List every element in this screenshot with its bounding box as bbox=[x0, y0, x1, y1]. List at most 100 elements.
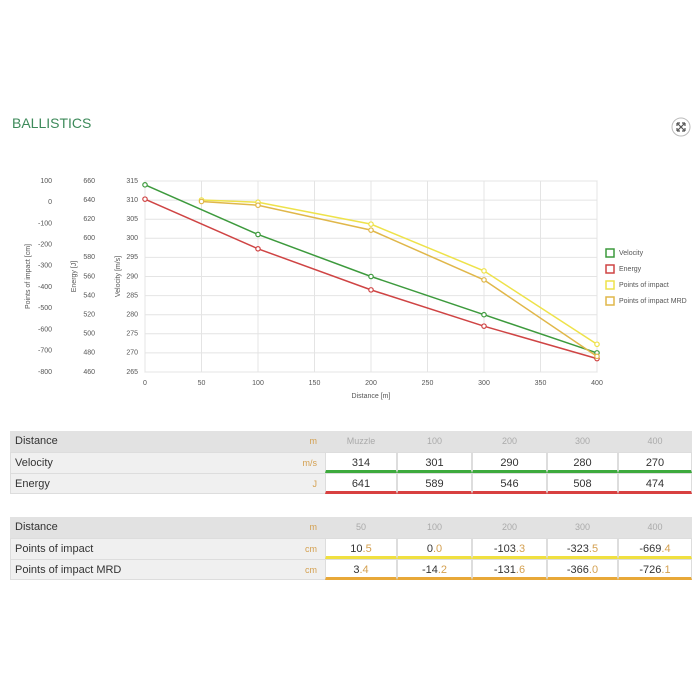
header-row bbox=[10, 431, 692, 452]
value-cell: -131.6 bbox=[472, 559, 547, 580]
y-tick-label: 280 bbox=[126, 312, 138, 319]
value-cell: 641 bbox=[325, 473, 397, 494]
y2-tick-label: 480 bbox=[83, 350, 95, 357]
row-unit: cm bbox=[280, 538, 325, 559]
y-tick-label: 270 bbox=[126, 350, 138, 357]
row-label: Velocity bbox=[10, 452, 280, 473]
header-cell: 200 bbox=[501, 522, 518, 532]
point bbox=[198, 198, 205, 205]
value-cell: -726.1 bbox=[618, 559, 692, 580]
value-cell: 301 bbox=[397, 452, 472, 473]
value-cell: -669.4 bbox=[618, 538, 692, 559]
legend-swatch bbox=[605, 280, 615, 290]
header-cell: 300 bbox=[574, 436, 591, 446]
row-unit: J bbox=[280, 473, 325, 494]
y3-axis-title: Points of impact [cm] bbox=[25, 244, 32, 309]
x-tick-label: 400 bbox=[591, 380, 603, 387]
header-cell: 100 bbox=[426, 522, 443, 532]
header-cell: Distance bbox=[15, 435, 58, 447]
header-cell: 200 bbox=[501, 436, 518, 446]
header-cell: 50 bbox=[355, 522, 366, 532]
value-cell: 3.4 bbox=[325, 559, 397, 580]
x-tick-label: 200 bbox=[365, 380, 377, 387]
header-row bbox=[10, 517, 692, 538]
header-cell: m bbox=[309, 522, 318, 532]
value-cell: 270 bbox=[618, 452, 692, 473]
y2-tick-label: 520 bbox=[83, 312, 95, 319]
point bbox=[142, 196, 148, 202]
y3-tick-label: -300 bbox=[38, 263, 52, 270]
point bbox=[368, 273, 374, 280]
header-cell: 400 bbox=[647, 436, 663, 446]
legend-label: Energy bbox=[619, 266, 642, 273]
header-cell: 400 bbox=[647, 522, 663, 532]
y-tick-label: 310 bbox=[126, 197, 138, 204]
y-tick-label: 300 bbox=[126, 235, 138, 242]
value-cell: 546 bbox=[472, 473, 547, 494]
y2-tick-label: 580 bbox=[83, 254, 95, 261]
x-tick-label: 350 bbox=[535, 380, 547, 387]
y2-tick-label: 500 bbox=[83, 331, 95, 338]
value-cell: -103.3 bbox=[472, 538, 547, 559]
header-cell: m bbox=[309, 436, 318, 446]
title: BALLISTICS bbox=[12, 115, 92, 131]
value-cell: 589 bbox=[397, 473, 472, 494]
y3-tick-label: 100 bbox=[40, 178, 52, 185]
y3-tick-label: -800 bbox=[38, 369, 52, 376]
y2-tick-label: 640 bbox=[83, 197, 95, 204]
y-tick-label: 275 bbox=[126, 331, 138, 338]
x-tick-label: 100 bbox=[252, 380, 264, 387]
y-tick-label: 265 bbox=[126, 369, 138, 376]
value-cell: -366.0 bbox=[547, 559, 618, 580]
value-cell: -14.2 bbox=[397, 559, 472, 580]
row-label: Points of impact MRD bbox=[10, 559, 280, 580]
y-axis-title: Velocity [m/s] bbox=[115, 256, 122, 297]
point bbox=[594, 341, 600, 348]
y2-tick-label: 660 bbox=[83, 178, 95, 185]
value-cell: 280 bbox=[547, 452, 618, 473]
x-tick-label: 300 bbox=[478, 380, 490, 387]
point bbox=[255, 246, 261, 252]
value-cell: 314 bbox=[325, 452, 397, 473]
legend-swatch bbox=[605, 296, 615, 306]
expand-button[interactable] bbox=[670, 116, 692, 138]
point bbox=[481, 277, 487, 283]
x-tick-label: 0 bbox=[143, 380, 147, 387]
y2-tick-label: 540 bbox=[83, 292, 95, 299]
row-unit: m/s bbox=[280, 452, 325, 473]
y2-tick-label: 560 bbox=[83, 273, 95, 280]
y2-tick-label: 460 bbox=[83, 369, 95, 376]
point bbox=[368, 221, 374, 227]
point bbox=[368, 227, 374, 233]
row-unit: cm bbox=[280, 559, 325, 580]
y3-tick-label: -100 bbox=[38, 220, 52, 227]
x-tick-label: 150 bbox=[309, 380, 321, 387]
y3-tick-label: -500 bbox=[38, 305, 52, 312]
header-cell: 100 bbox=[426, 436, 443, 446]
point bbox=[481, 311, 487, 318]
legend-swatch bbox=[605, 264, 615, 274]
y-tick-label: 295 bbox=[126, 254, 138, 261]
header-cell: Distance bbox=[15, 521, 58, 533]
point bbox=[255, 202, 261, 209]
value-cell: -323.5 bbox=[547, 538, 618, 559]
value-cell: 290 bbox=[472, 452, 547, 473]
header-cell: Muzzle bbox=[346, 436, 376, 446]
value-cell: 0.0 bbox=[397, 538, 472, 559]
legend-swatch bbox=[605, 248, 615, 258]
y-tick-label: 285 bbox=[126, 292, 138, 299]
y-tick-label: 290 bbox=[126, 273, 138, 280]
value-cell: 10.5 bbox=[325, 538, 397, 559]
y2-tick-label: 600 bbox=[83, 235, 95, 242]
row-label: Points of impact bbox=[10, 538, 280, 559]
point bbox=[594, 353, 600, 360]
legend-label: Velocity bbox=[619, 250, 644, 257]
point bbox=[142, 182, 148, 188]
point bbox=[255, 231, 261, 238]
y-tick-label: 315 bbox=[126, 178, 138, 185]
point bbox=[368, 287, 374, 293]
point bbox=[481, 268, 487, 274]
y3-tick-label: -700 bbox=[38, 348, 52, 355]
x-tick-label: 250 bbox=[422, 380, 434, 387]
